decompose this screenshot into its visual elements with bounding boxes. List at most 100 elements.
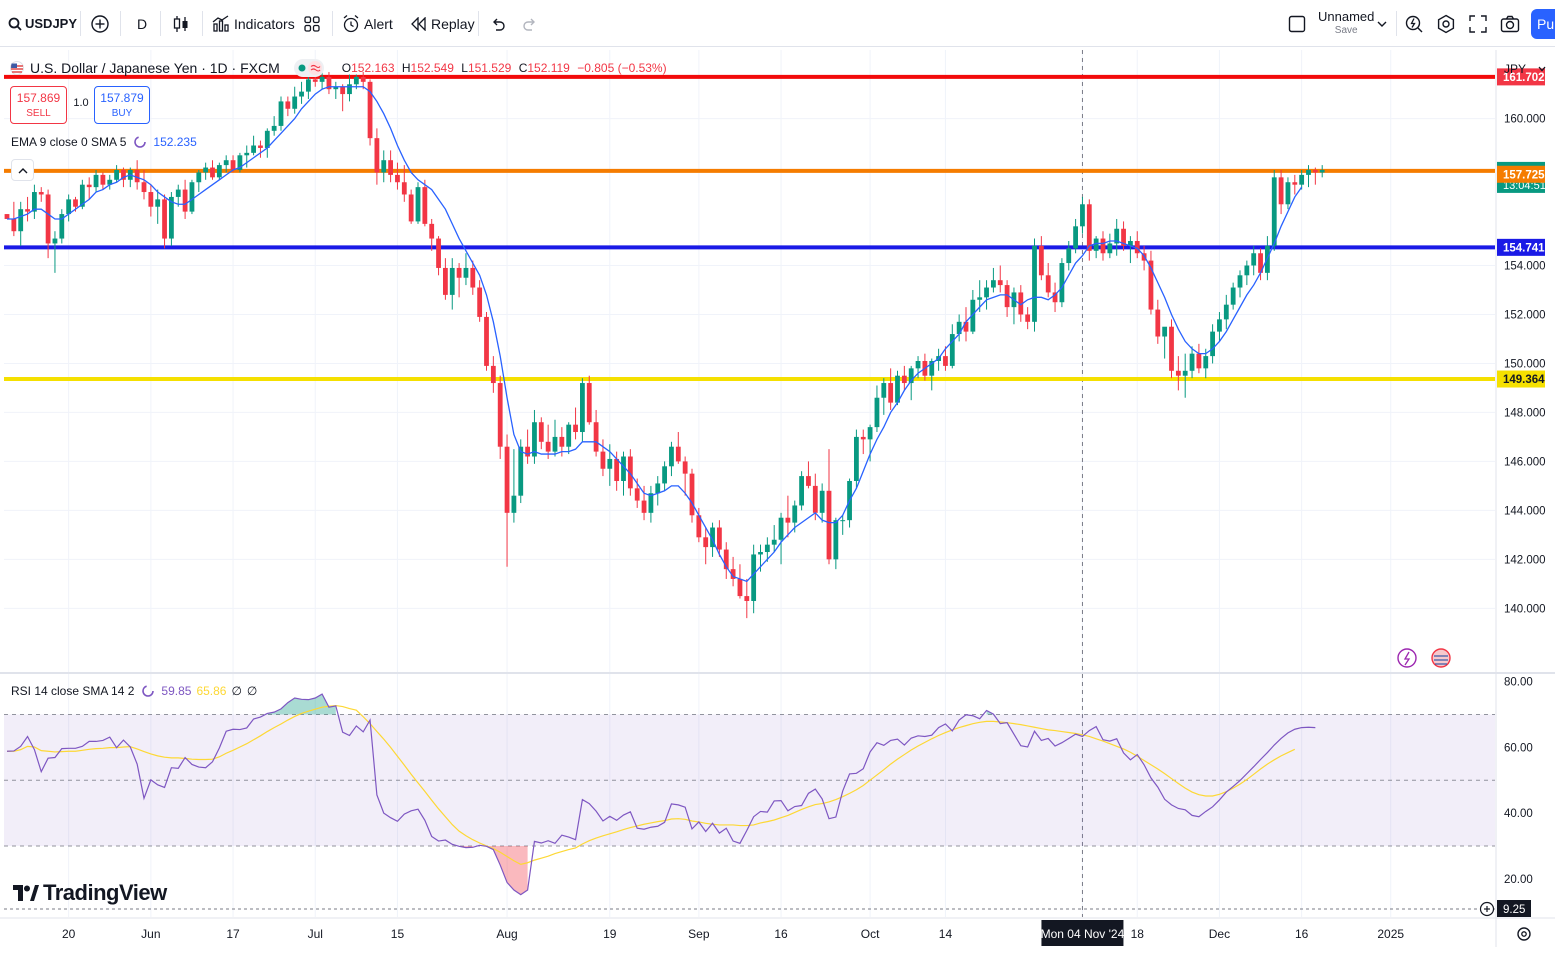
- candle-body: [1196, 353, 1202, 369]
- rsi-tick-label: 20.00: [1504, 874, 1533, 886]
- candle-body: [901, 375, 907, 384]
- settings-button[interactable]: [1436, 0, 1456, 47]
- candle-body: [203, 167, 209, 173]
- loading-icon: [142, 685, 155, 697]
- candle-body: [477, 287, 483, 317]
- candle-body: [162, 199, 167, 239]
- candle-body: [730, 569, 736, 579]
- candle-body: [11, 218, 17, 232]
- candle-body: [675, 446, 681, 462]
- candle-body: [812, 485, 818, 513]
- candle-body: [710, 527, 715, 548]
- time-tick-label: 18: [1131, 927, 1145, 941]
- candle-body: [1312, 169, 1318, 173]
- gridlines: [4, 50, 1495, 917]
- lightning-event-icon: [1397, 648, 1417, 668]
- candle-body: [1086, 204, 1092, 251]
- candle-body: [45, 194, 51, 244]
- candle-body: [888, 383, 894, 403]
- candle-body: [1155, 309, 1161, 337]
- interval-button[interactable]: D: [137, 0, 147, 47]
- currency-label: JPY: [1504, 62, 1527, 76]
- candle-body: [819, 490, 825, 513]
- crosshair-date-label: Mon 04 Nov '24: [1041, 927, 1125, 941]
- redo-button[interactable]: [522, 0, 538, 47]
- candle-body: [662, 466, 667, 484]
- candle-body: [1223, 304, 1229, 320]
- candle-body: [285, 101, 291, 109]
- currency-dropdown[interactable]: JPY: [1499, 57, 1551, 81]
- candle-body: [641, 500, 647, 513]
- layout-name-button[interactable]: Unnamed Save: [1318, 0, 1374, 47]
- compare-button[interactable]: [90, 0, 110, 47]
- layout-name: Unnamed: [1318, 8, 1375, 24]
- candle-body: [422, 187, 428, 224]
- symbol-name: USDJPY: [25, 16, 78, 31]
- candle-body: [764, 544, 770, 553]
- alert-label: Alert: [364, 15, 393, 32]
- legend-header: U.S. Dollar / Japanese Yen · 1D · FXCM O…: [10, 58, 667, 78]
- candle-body: [559, 436, 565, 447]
- candle-body: [1032, 245, 1037, 322]
- ohlc-readout: O152.163 H152.549 L151.529 C152.119 −0.8…: [342, 61, 667, 75]
- candle-body: [860, 436, 866, 440]
- tradingview-logo[interactable]: TradingView: [13, 880, 167, 906]
- buy-button[interactable]: 157.879 BUY: [94, 86, 150, 124]
- chart-type-button[interactable]: [173, 0, 189, 47]
- price-tick-label: 148.000: [1504, 407, 1546, 419]
- quick-search-button[interactable]: [1404, 0, 1424, 47]
- candle-body: [1244, 265, 1250, 276]
- symbol-search-button[interactable]: USDJPY: [8, 0, 77, 47]
- sell-button[interactable]: 157.869 SELL: [10, 86, 67, 124]
- candle-body: [319, 76, 325, 82]
- candle-body: [340, 86, 346, 95]
- candle-body: [360, 76, 366, 82]
- price-tag: [1497, 238, 1545, 256]
- undo-button[interactable]: [490, 0, 506, 47]
- candle-body: [621, 456, 626, 481]
- collapse-legend-button[interactable]: [11, 159, 34, 181]
- close-label: C: [518, 61, 528, 75]
- layout-menu-button[interactable]: [1377, 0, 1387, 47]
- open-value: 152.163: [351, 61, 395, 75]
- candle-body: [703, 537, 709, 548]
- rsi-line: [6, 693, 1316, 896]
- top-toolbar: USDJPY D Indicators Alert Replay: [0, 0, 1555, 47]
- candle-body: [1004, 285, 1010, 308]
- candle-body: [52, 238, 58, 244]
- candle-body: [182, 189, 188, 212]
- rsi-legend[interactable]: RSI 14 close SMA 14 2 59.85 65.86 ∅ ∅: [11, 684, 257, 698]
- time-tick-label: 2025: [1377, 927, 1404, 941]
- add-pane-icon: [1479, 901, 1495, 917]
- order-quantity[interactable]: 1.0: [73, 97, 89, 109]
- ema-legend[interactable]: EMA 9 close 0 SMA 5 152.235: [11, 135, 197, 149]
- candle-body: [648, 493, 654, 513]
- candle-body: [401, 182, 407, 195]
- candle-body: [532, 422, 537, 457]
- candle-body: [580, 383, 585, 433]
- candle-body: [326, 76, 332, 90]
- layout-checkbox[interactable]: [1288, 0, 1306, 47]
- high-value: 152.549: [410, 61, 454, 75]
- gear-icon: [1437, 14, 1455, 33]
- candle-body: [244, 152, 250, 156]
- candle-body: [854, 436, 859, 481]
- replay-button[interactable]: Replay: [410, 0, 475, 47]
- candle-body: [908, 368, 914, 384]
- lightning-bolt: [1403, 651, 1411, 666]
- candle-body: [443, 267, 448, 295]
- fullscreen-button[interactable]: [1469, 0, 1487, 47]
- templates-button[interactable]: [304, 0, 320, 47]
- chart-canvas[interactable]: 140.000 142.000 144.000 146.000 148.000 150.0…: [0, 47, 1555, 955]
- publish-button[interactable]: Pu: [1531, 9, 1555, 39]
- rsi-value: 59.85: [161, 684, 192, 698]
- indicators-button[interactable]: Indicators: [212, 0, 295, 47]
- candle-body: [518, 446, 524, 496]
- price-tag: [1497, 165, 1545, 183]
- crosshair-date-tag: [1041, 920, 1124, 946]
- snapshot-button[interactable]: [1500, 0, 1520, 47]
- candle-body: [627, 456, 633, 489]
- alert-button[interactable]: Alert: [342, 0, 393, 47]
- time-tick-label: 16: [774, 927, 788, 941]
